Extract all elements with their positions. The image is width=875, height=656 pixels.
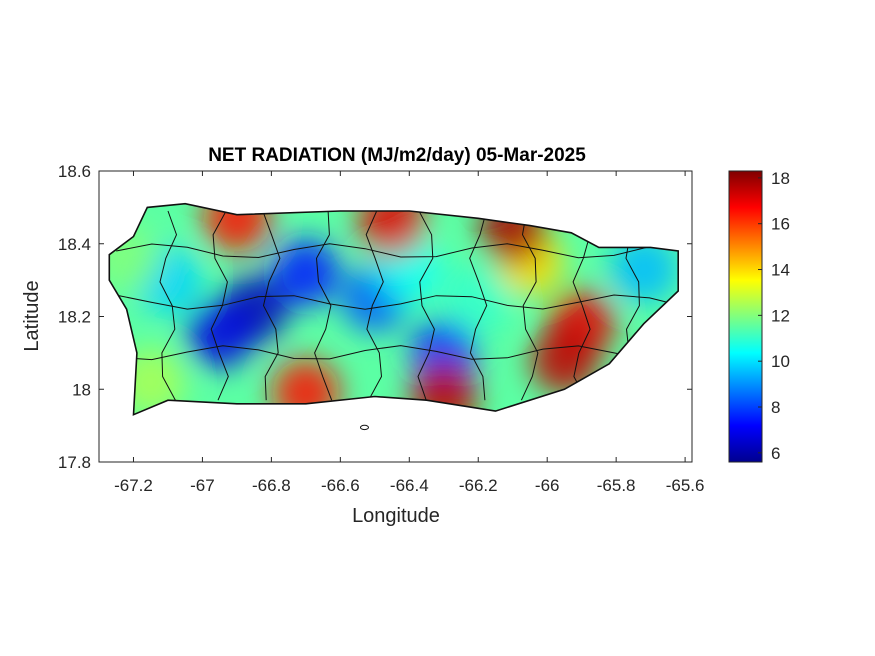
y-axis: 18.6 18.4 18.2 18 17.8	[58, 162, 692, 472]
colorbar-tick-label: 18	[771, 169, 790, 188]
colorbar-tick-label: 8	[771, 398, 780, 417]
x-tick-label: -66	[535, 476, 560, 495]
y-tick-label: 18.4	[58, 235, 91, 254]
x-tick-label: -65.8	[597, 476, 636, 495]
x-tick-label: -66.2	[459, 476, 498, 495]
municipality-border	[572, 210, 591, 401]
field-sample-2	[271, 238, 340, 307]
island-outline	[108, 202, 679, 416]
x-tick-label: -65.6	[666, 476, 705, 495]
colorbar: 18 16 14 12 10 8 6	[728, 169, 790, 463]
field-sample-1	[185, 300, 254, 369]
municipality-border	[469, 210, 488, 401]
municipality-border	[116, 345, 679, 361]
y-tick-label: 18	[72, 380, 91, 399]
colorbar-ticks: 18 16 14 12 10 8 6	[758, 169, 790, 463]
y-tick-label: 18.2	[58, 308, 91, 327]
colorbar-tick-label: 16	[771, 215, 790, 234]
plot-area: -67.2 -67 -66.8 -66.6 -66.4 -66.2 -66 -65.8 -65.…	[58, 162, 705, 495]
municipality-border	[520, 210, 539, 401]
x-tick-label: -66.6	[321, 476, 360, 495]
municipality-boundaries	[108, 202, 679, 431]
offshore-island	[359, 424, 369, 431]
y-tick-label: 17.8	[58, 453, 91, 472]
colorbar-tick-label: 10	[771, 352, 790, 371]
x-tick-label: -66.8	[252, 476, 291, 495]
colorbar-tick-label: 14	[771, 261, 790, 280]
x-tick-label: -66.4	[390, 476, 429, 495]
chart-title: NET RADIATION (MJ/m2/day) 05-Mar-2025	[208, 145, 586, 166]
municipality-border	[417, 210, 435, 401]
municipality-border	[159, 210, 178, 401]
municipality-border	[262, 210, 281, 401]
municipality-border	[365, 210, 384, 401]
x-axis: -67.2 -67 -66.8 -66.6 -66.4 -66.2 -66 -65.8 -65.…	[114, 171, 704, 495]
field-sample-11	[530, 326, 599, 395]
municipality-border	[116, 243, 679, 259]
y-axis-label: Latitude	[21, 280, 43, 351]
colorbar-tick-label: 12	[771, 306, 790, 325]
x-axis-label: Longitude	[352, 505, 440, 527]
municipality-border	[116, 294, 679, 310]
municipality-border	[314, 210, 333, 401]
x-tick-label: -67	[190, 476, 215, 495]
field-sample-14	[202, 203, 271, 253]
colorbar-scale	[728, 170, 763, 463]
y-tick-label: 18.6	[58, 162, 91, 181]
x-tick-label: -67.2	[114, 476, 153, 495]
colorbar-tick-label: 6	[771, 444, 780, 463]
